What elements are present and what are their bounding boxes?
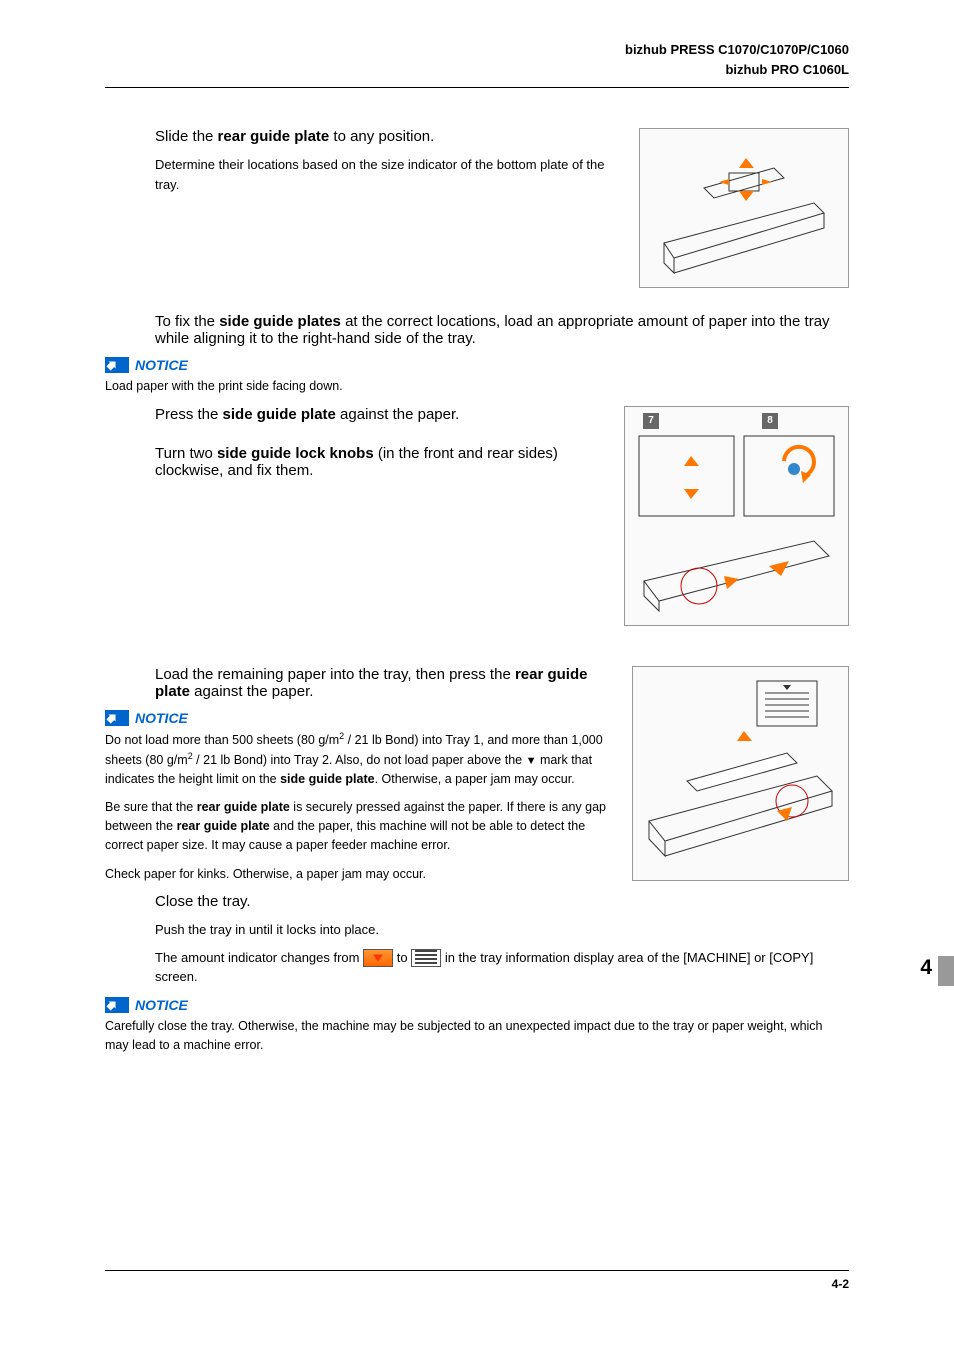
t: to [397,950,411,965]
page-header: bizhub PRESS C1070/C1070P/C1060 bizhub P… [105,40,849,79]
callout-badge-7: 7 [643,413,659,429]
notice-icon [105,710,129,726]
notice-body: Load paper with the print side facing do… [105,377,849,396]
step-close-tray: Close the tray. Push the tray in until i… [155,893,849,987]
t: side guide plate [223,406,336,423]
notice-heading: NOTICE [105,997,849,1013]
step-turn-knobs: Turn two side guide lock knobs (in the f… [155,445,604,479]
header-rule [105,87,849,88]
t: . Otherwise, a paper jam may occur. [375,772,575,786]
figure-load-paper [632,666,849,881]
step-sub: Push the tray in until it locks into pla… [155,920,849,940]
t: Be sure that the [105,800,197,814]
step-fix-side-guides: To fix the side guide plates at the corr… [155,313,849,347]
notice-heading: NOTICE [105,710,612,726]
step-sub: Determine their locations based on the s… [155,155,619,194]
t: Turn two [155,445,217,462]
notice-icon [105,997,129,1013]
footer-rule [105,1270,849,1271]
t: against the paper. [336,406,459,423]
step-load-remaining: Load the remaining paper into the tray, … [155,666,612,700]
step-press-side-guide: Press the side guide plate against the p… [155,406,604,423]
t: To fix the [155,313,219,330]
figure-side-guide-knobs: 7 8 [624,406,849,626]
chapter-number: 4 [920,956,932,980]
t: side guide plates [219,313,341,330]
t: side guide lock knobs [217,445,374,462]
t: Press the [155,406,223,423]
page-footer: 4-2 [105,1270,849,1291]
t: Load the remaining paper into the tray, … [155,666,515,683]
header-line-2: bizhub PRO C1060L [105,60,849,80]
t: The amount indicator changes from [155,950,363,965]
t: rear guide plate [218,128,330,145]
t: / 21 lb Bond) into Tray 2. Also, do not … [193,753,526,767]
notice-label: NOTICE [135,997,188,1013]
indicator-arrow-icon [363,949,393,967]
t: to any position. [329,128,434,145]
callout-badge-8: 8 [762,413,778,429]
down-triangle-icon: ▼ [526,755,537,767]
t: side guide plate [280,772,374,786]
figure-tray-rear-guide [639,128,849,288]
t: Do not load more than 500 sheets (80 g/m [105,733,339,747]
indicator-lines-icon [411,949,441,967]
t: against the paper. [190,683,313,700]
notice-body: Be sure that the rear guide plate is sec… [105,798,612,854]
step-title: Close the tray. [155,893,849,910]
notice-heading: NOTICE [105,357,849,373]
step-sub: The amount indicator changes from to in … [155,948,849,987]
notice-icon [105,357,129,373]
notice-body: Carefully close the tray. Otherwise, the… [105,1017,849,1055]
step-title: Slide the rear guide plate to any positi… [155,128,619,145]
t: rear guide plate [197,800,290,814]
page-number: 4-2 [105,1277,849,1291]
notice-label: NOTICE [135,710,188,726]
t: rear guide plate [177,819,270,833]
step-title: To fix the side guide plates at the corr… [155,313,849,347]
notice-body: Do not load more than 500 sheets (80 g/m… [105,730,612,789]
header-line-1: bizhub PRESS C1070/C1070P/C1060 [105,40,849,60]
notice-label: NOTICE [135,357,188,373]
chapter-tab [938,956,954,986]
notice-body: Check paper for kinks. Otherwise, a pape… [105,865,612,884]
t: Slide the [155,128,218,145]
step-slide-rear-guide: Slide the rear guide plate to any positi… [155,128,619,202]
